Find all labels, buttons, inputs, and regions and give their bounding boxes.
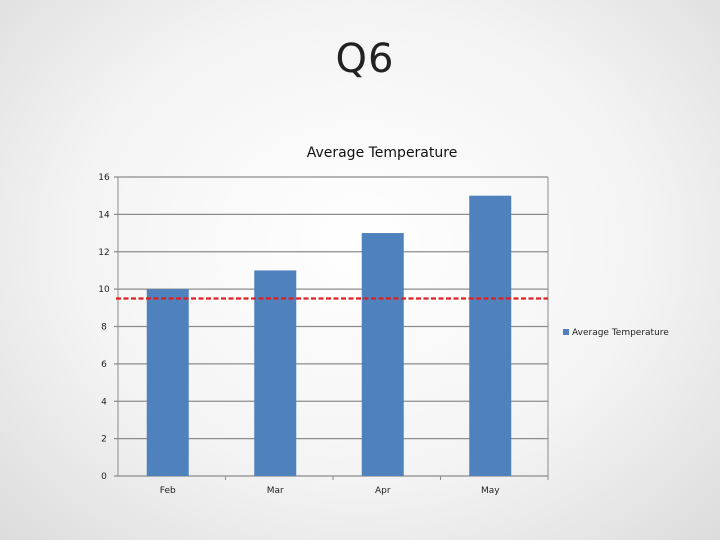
- bar-may: [469, 195, 512, 476]
- y-axis-ticks: 0 2 4 6 8 10 12 14 16: [98, 173, 110, 482]
- y-tick-label: 14: [98, 210, 110, 220]
- legend-label: Average Temperature: [572, 328, 669, 338]
- y-tick-label: 0: [101, 472, 107, 482]
- y-tick-label: 8: [101, 323, 107, 333]
- bar-mar: [254, 270, 297, 476]
- bar-feb: [146, 289, 189, 476]
- x-axis-ticks: Feb Mar Apr May: [160, 476, 549, 496]
- y-tick-label: 4: [101, 397, 107, 407]
- x-tick-label: Apr: [375, 486, 391, 496]
- y-tick-label: 10: [98, 285, 110, 295]
- y-tick-label: 6: [101, 360, 107, 370]
- x-tick-label: Mar: [267, 486, 284, 496]
- y-tick-label: 2: [101, 435, 107, 445]
- slide-title: Q6: [335, 36, 395, 82]
- y-tick-label: 16: [98, 173, 110, 183]
- bar-apr: [361, 233, 404, 476]
- y-tick-label: 12: [98, 248, 109, 258]
- x-tick-label: Feb: [160, 486, 176, 496]
- chart-title: Average Temperature: [307, 145, 458, 161]
- x-tick-label: May: [481, 486, 500, 496]
- bars: [146, 195, 512, 476]
- legend: Average Temperature: [563, 328, 669, 338]
- legend-swatch: [563, 329, 569, 335]
